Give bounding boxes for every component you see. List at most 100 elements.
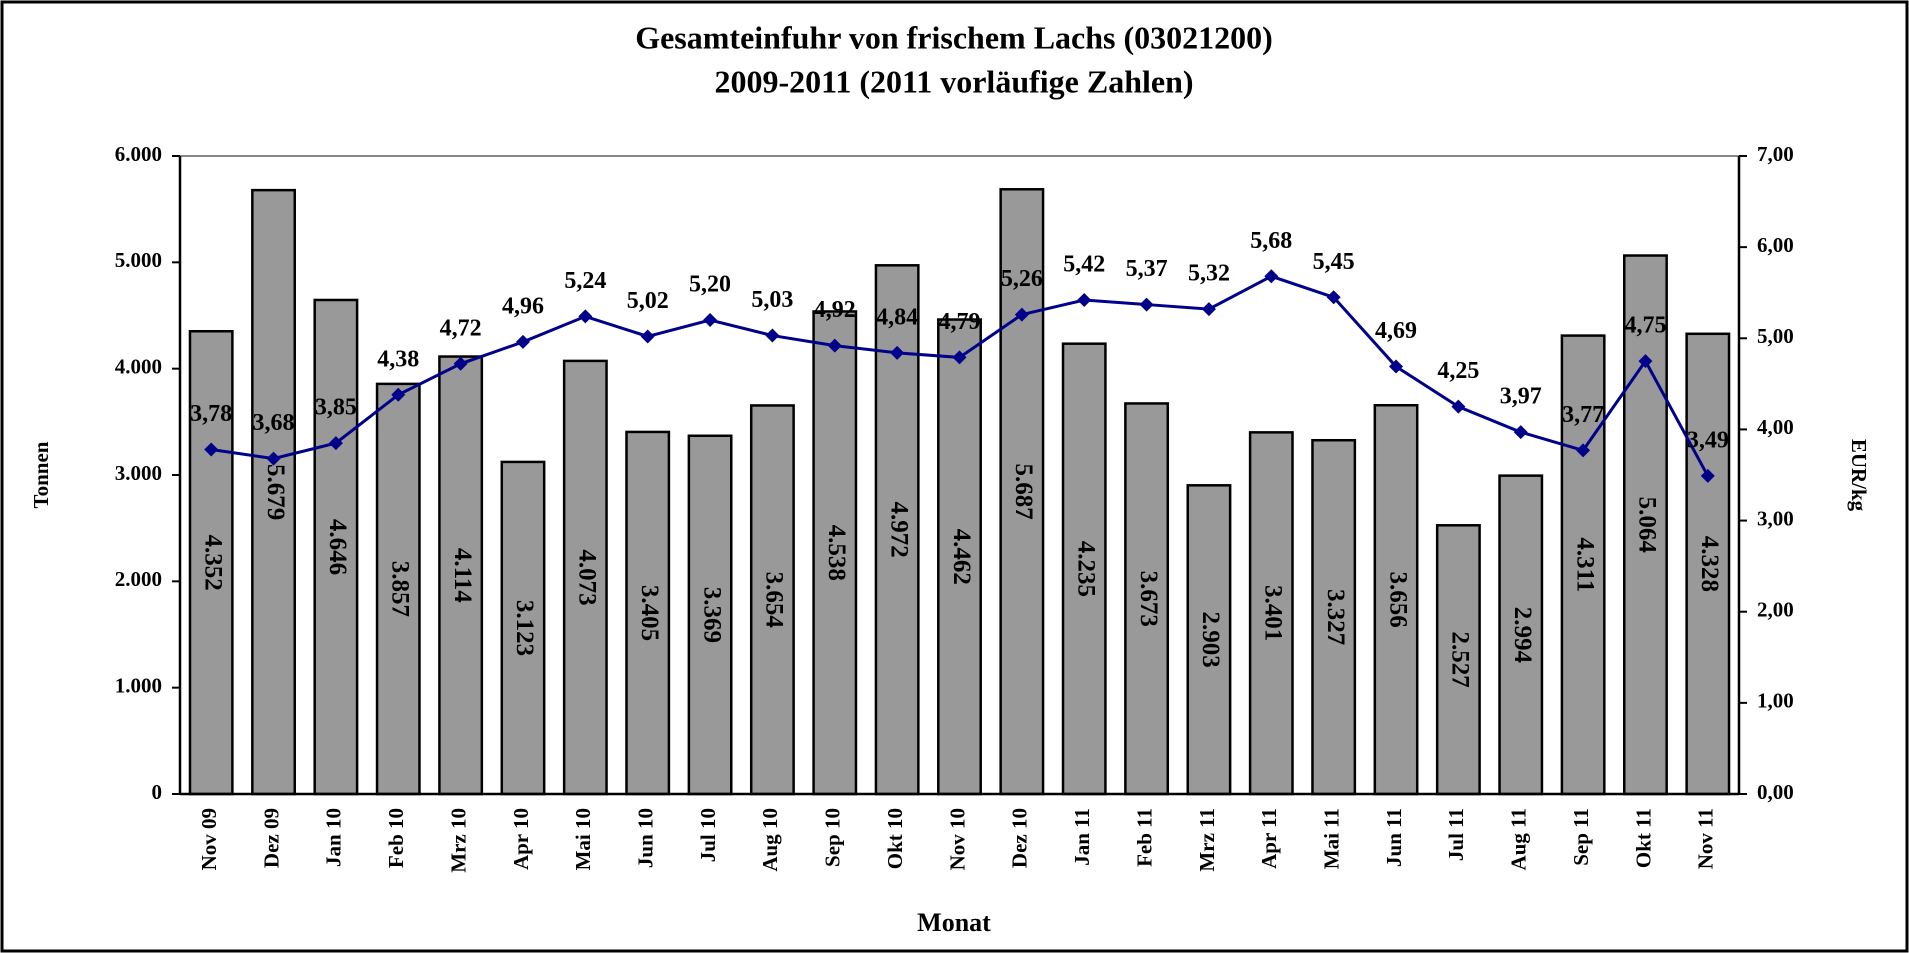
y2-tick-label: 3,00: [1757, 506, 1794, 530]
y2-tick-label: 1,00: [1757, 689, 1794, 713]
y-tick-label: 1.000: [115, 673, 162, 697]
x-tick-label: Aug 11: [1507, 808, 1531, 870]
marker: [1201, 302, 1216, 317]
line-value-label: 4,96: [502, 293, 544, 319]
x-tick-label: Nov 10: [945, 808, 969, 870]
line-value-label: 4,38: [377, 346, 419, 372]
y2-tick-label: 7,00: [1757, 142, 1794, 166]
line-value-label: 3,49: [1687, 427, 1729, 453]
line-value-label: 3,78: [190, 401, 232, 427]
x-tick-label: Okt 10: [883, 808, 907, 869]
bar-value-label: 3.369: [698, 587, 725, 643]
bar: [1435, 524, 1481, 796]
x-tick-label: Jan 10: [322, 808, 346, 867]
bar: [1560, 334, 1606, 796]
x-tick-label: Dez 10: [1008, 808, 1032, 868]
bar-value-label: 4.646: [324, 519, 351, 575]
bar: [1186, 484, 1232, 796]
x-tick-label: Feb 11: [1132, 808, 1156, 867]
bar-value-label: 4.311: [1571, 537, 1598, 592]
x-axis-label: Monat: [917, 908, 991, 937]
marker: [890, 345, 905, 360]
bar-value-label: 3.401: [1260, 585, 1287, 641]
y-tick-label: 3.000: [115, 461, 162, 485]
marker: [391, 387, 406, 402]
marker: [266, 451, 281, 466]
bar-value-label: 3.327: [1322, 589, 1349, 645]
x-tick-label: Okt 11: [1631, 808, 1655, 868]
bar: [1311, 438, 1357, 796]
x-tick-label: Sep 11: [1569, 808, 1593, 866]
x-tick-label: Aug 10: [758, 808, 782, 872]
x-tick-label: Nov 09: [197, 808, 221, 870]
bar-value-label: 4.538: [823, 525, 850, 581]
bar: [687, 434, 733, 796]
marker: [1638, 354, 1653, 369]
marker: [1014, 307, 1029, 322]
x-tick-label: Jan 11: [1070, 808, 1094, 866]
marker: [765, 328, 780, 343]
line-value-label: 5,37: [1126, 256, 1168, 282]
x-tick-label: Mai 11: [1319, 808, 1343, 869]
marker: [515, 334, 530, 349]
marker: [1139, 297, 1154, 312]
y-tick-label: 4.000: [115, 354, 162, 378]
marker: [1389, 359, 1404, 374]
y-tick-label: 5.000: [115, 248, 162, 272]
bar-value-label: 4.972: [885, 502, 912, 558]
line-value-label: 4,69: [1375, 318, 1417, 344]
marker: [204, 442, 219, 457]
line-value-label: 4,25: [1437, 358, 1479, 384]
y2-tick-label: 0,00: [1757, 780, 1794, 804]
x-tick-label: Jun 11: [1382, 808, 1406, 867]
marker: [640, 329, 655, 344]
line-value-label: 3,97: [1500, 384, 1542, 410]
line-value-label: 5,26: [1001, 266, 1043, 292]
line-value-label: 3,85: [315, 395, 357, 421]
line-value-label: 5,32: [1188, 261, 1230, 287]
bar-value-label: 5.687: [1010, 464, 1037, 520]
bar-value-label: 3.857: [387, 561, 414, 617]
y2-tick-label: 4,00: [1757, 415, 1794, 439]
bar: [313, 298, 359, 796]
y-axis-label: Tonnen: [29, 441, 53, 508]
bar-value-label: 3.405: [636, 585, 663, 641]
bar-value-label: 4.235: [1072, 541, 1099, 597]
line-value-label: 5,03: [751, 287, 793, 313]
x-tick-label: Mrz 10: [446, 808, 470, 873]
marker: [1700, 468, 1715, 483]
bar-value-label: 5.679: [262, 464, 289, 520]
bar-value-label: 4.352: [199, 534, 226, 590]
y-tick-label: 2.000: [115, 567, 162, 591]
line-value-label: 5,42: [1063, 252, 1105, 278]
x-tick-label: Apr 11: [1257, 808, 1281, 869]
marker: [1451, 399, 1466, 414]
bar: [625, 430, 671, 796]
x-tick-label: Apr 10: [509, 808, 533, 870]
x-tick-label: Feb 10: [384, 808, 408, 868]
chart-title: Gesamteinfuhr von frischem Lachs (030212…: [635, 19, 1273, 55]
x-tick-label: Jul 10: [696, 808, 720, 862]
line-value-label: 4,75: [1624, 313, 1666, 339]
bar-value-label: 2.903: [1197, 612, 1224, 668]
chart-subtitle: 2009-2011 (2011 vorläufige Zahlen): [714, 63, 1193, 99]
y2-axis-label: EUR/kg: [1847, 439, 1871, 512]
marker: [1264, 269, 1279, 284]
bar-value-label: 4.328: [1696, 536, 1723, 592]
bar: [1498, 474, 1544, 796]
marker: [328, 436, 343, 451]
line-value-label: 3,77: [1562, 402, 1604, 428]
marker: [703, 313, 718, 328]
x-tick-label: Jul 11: [1444, 808, 1468, 861]
line-value-label: 4,72: [440, 315, 482, 341]
bar-value-label: 2.994: [1509, 607, 1536, 664]
marker: [952, 350, 967, 365]
line-value-label: 5,20: [689, 272, 731, 298]
bar-value-label: 5.064: [1634, 497, 1661, 554]
bar-value-label: 4.462: [948, 529, 975, 585]
bar: [438, 355, 484, 796]
marker: [453, 356, 468, 371]
bar: [812, 310, 858, 796]
line-value-label: 5,45: [1313, 249, 1355, 275]
